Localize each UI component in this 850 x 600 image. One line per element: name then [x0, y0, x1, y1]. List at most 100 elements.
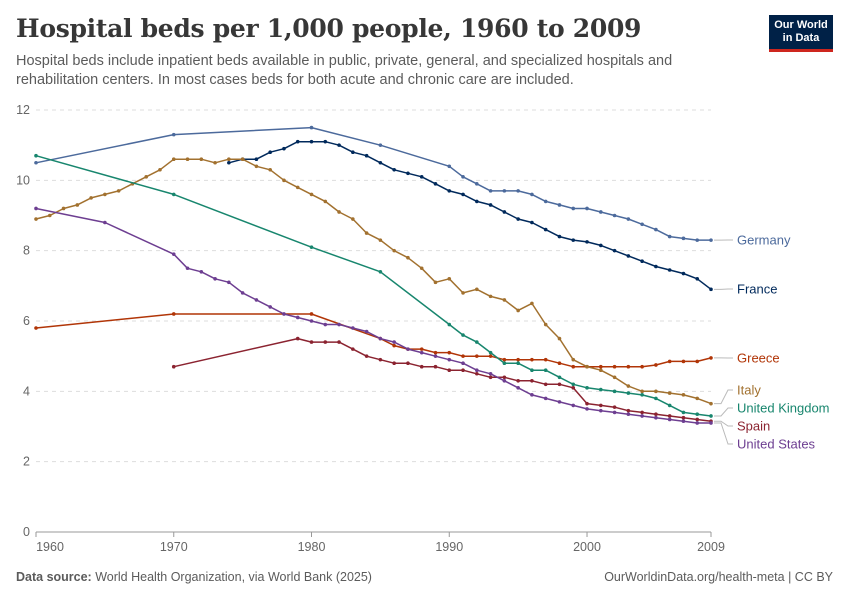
data-point [516, 386, 520, 390]
data-point [557, 234, 562, 239]
data-point [447, 277, 452, 281]
data-point [557, 203, 562, 207]
data-point [171, 364, 176, 369]
data-point [254, 164, 259, 169]
data-point [447, 350, 452, 355]
data-point [640, 364, 644, 369]
data-point [543, 322, 548, 327]
data-point [654, 227, 658, 232]
data-point [378, 238, 383, 242]
data-source: Data source: World Health Organization, … [16, 570, 372, 584]
data-point [543, 396, 548, 401]
label-connector-united-states [714, 422, 733, 445]
owid-logo[interactable]: Our World in Data [769, 15, 833, 52]
data-point [158, 167, 162, 172]
data-point [640, 410, 644, 415]
data-point [571, 357, 576, 362]
data-point [709, 287, 713, 292]
data-point [282, 178, 286, 183]
logo-line-1: Our World [774, 19, 828, 31]
data-point [626, 391, 631, 395]
data-point [612, 410, 617, 415]
data-point [598, 243, 603, 248]
series-line-united-kingdom [35, 154, 712, 417]
data-point [709, 238, 713, 242]
data-point [516, 308, 520, 313]
data-point [171, 312, 176, 316]
data-point [612, 213, 617, 218]
y-tick-label: 10 [16, 173, 30, 187]
data-point [475, 371, 479, 376]
data-point [309, 340, 314, 344]
data-point [34, 160, 38, 165]
data-point [709, 421, 713, 425]
x-tick-label: 1990 [435, 540, 463, 554]
data-point [419, 347, 424, 351]
data-point [502, 375, 507, 380]
series-line-united-states [35, 207, 711, 424]
data-point [364, 329, 369, 334]
data-point [695, 412, 700, 416]
data-point [406, 171, 410, 176]
data-point [268, 305, 272, 309]
chart-title: Hospital beds per 1,000 people, 1960 to … [16, 14, 642, 43]
data-point [213, 277, 217, 281]
data-point [585, 386, 589, 390]
data-point [461, 175, 465, 179]
data-point [543, 382, 548, 387]
data-point [419, 350, 424, 355]
data-point [171, 157, 176, 162]
data-point [667, 359, 672, 364]
data-point [585, 240, 589, 244]
data-point [447, 368, 452, 373]
data-point [461, 291, 465, 295]
footer-credit-link[interactable]: OurWorldinData.org/health-meta | CC BY [604, 570, 833, 584]
data-point [116, 189, 121, 193]
data-point [516, 361, 520, 366]
data-point [323, 199, 328, 204]
data-point [103, 220, 107, 225]
data-point [268, 150, 272, 154]
y-tick-label: 8 [23, 244, 30, 258]
data-point [709, 356, 713, 360]
data-point [667, 414, 672, 418]
data-point [502, 357, 507, 362]
data-point [199, 269, 204, 274]
data-point [447, 189, 452, 193]
data-point [640, 414, 644, 418]
data-point [530, 301, 534, 306]
data-point [612, 405, 617, 409]
data-point [585, 364, 589, 369]
data-point [433, 182, 438, 186]
data-point [530, 357, 534, 362]
data-point [378, 269, 383, 274]
data-point [34, 217, 38, 221]
data-point [351, 217, 355, 221]
data-point [667, 391, 672, 395]
data-point [571, 382, 576, 387]
data-point [268, 167, 272, 172]
data-point [585, 407, 589, 411]
data-point [392, 248, 396, 253]
x-tick-label: 2009 [697, 540, 725, 554]
data-point [295, 185, 300, 190]
end-label-spain: Spain [737, 419, 770, 434]
data-point [185, 157, 190, 162]
data-point [364, 231, 369, 235]
data-point [488, 371, 493, 376]
data-point [475, 199, 479, 204]
data-point [185, 266, 190, 271]
y-tick-label: 0 [23, 525, 30, 539]
data-source-label: Data source: [16, 570, 92, 584]
data-point [654, 264, 658, 269]
label-connector-united-kingdom [714, 407, 733, 417]
data-point [309, 312, 314, 316]
data-point [309, 139, 314, 144]
end-label-france: France [737, 282, 777, 297]
end-label-greece: Greece [737, 351, 780, 366]
data-source-text[interactable]: World Health Organization, via World Ban… [95, 570, 372, 584]
data-point [323, 139, 328, 144]
data-point [461, 192, 465, 197]
data-point [447, 164, 452, 169]
